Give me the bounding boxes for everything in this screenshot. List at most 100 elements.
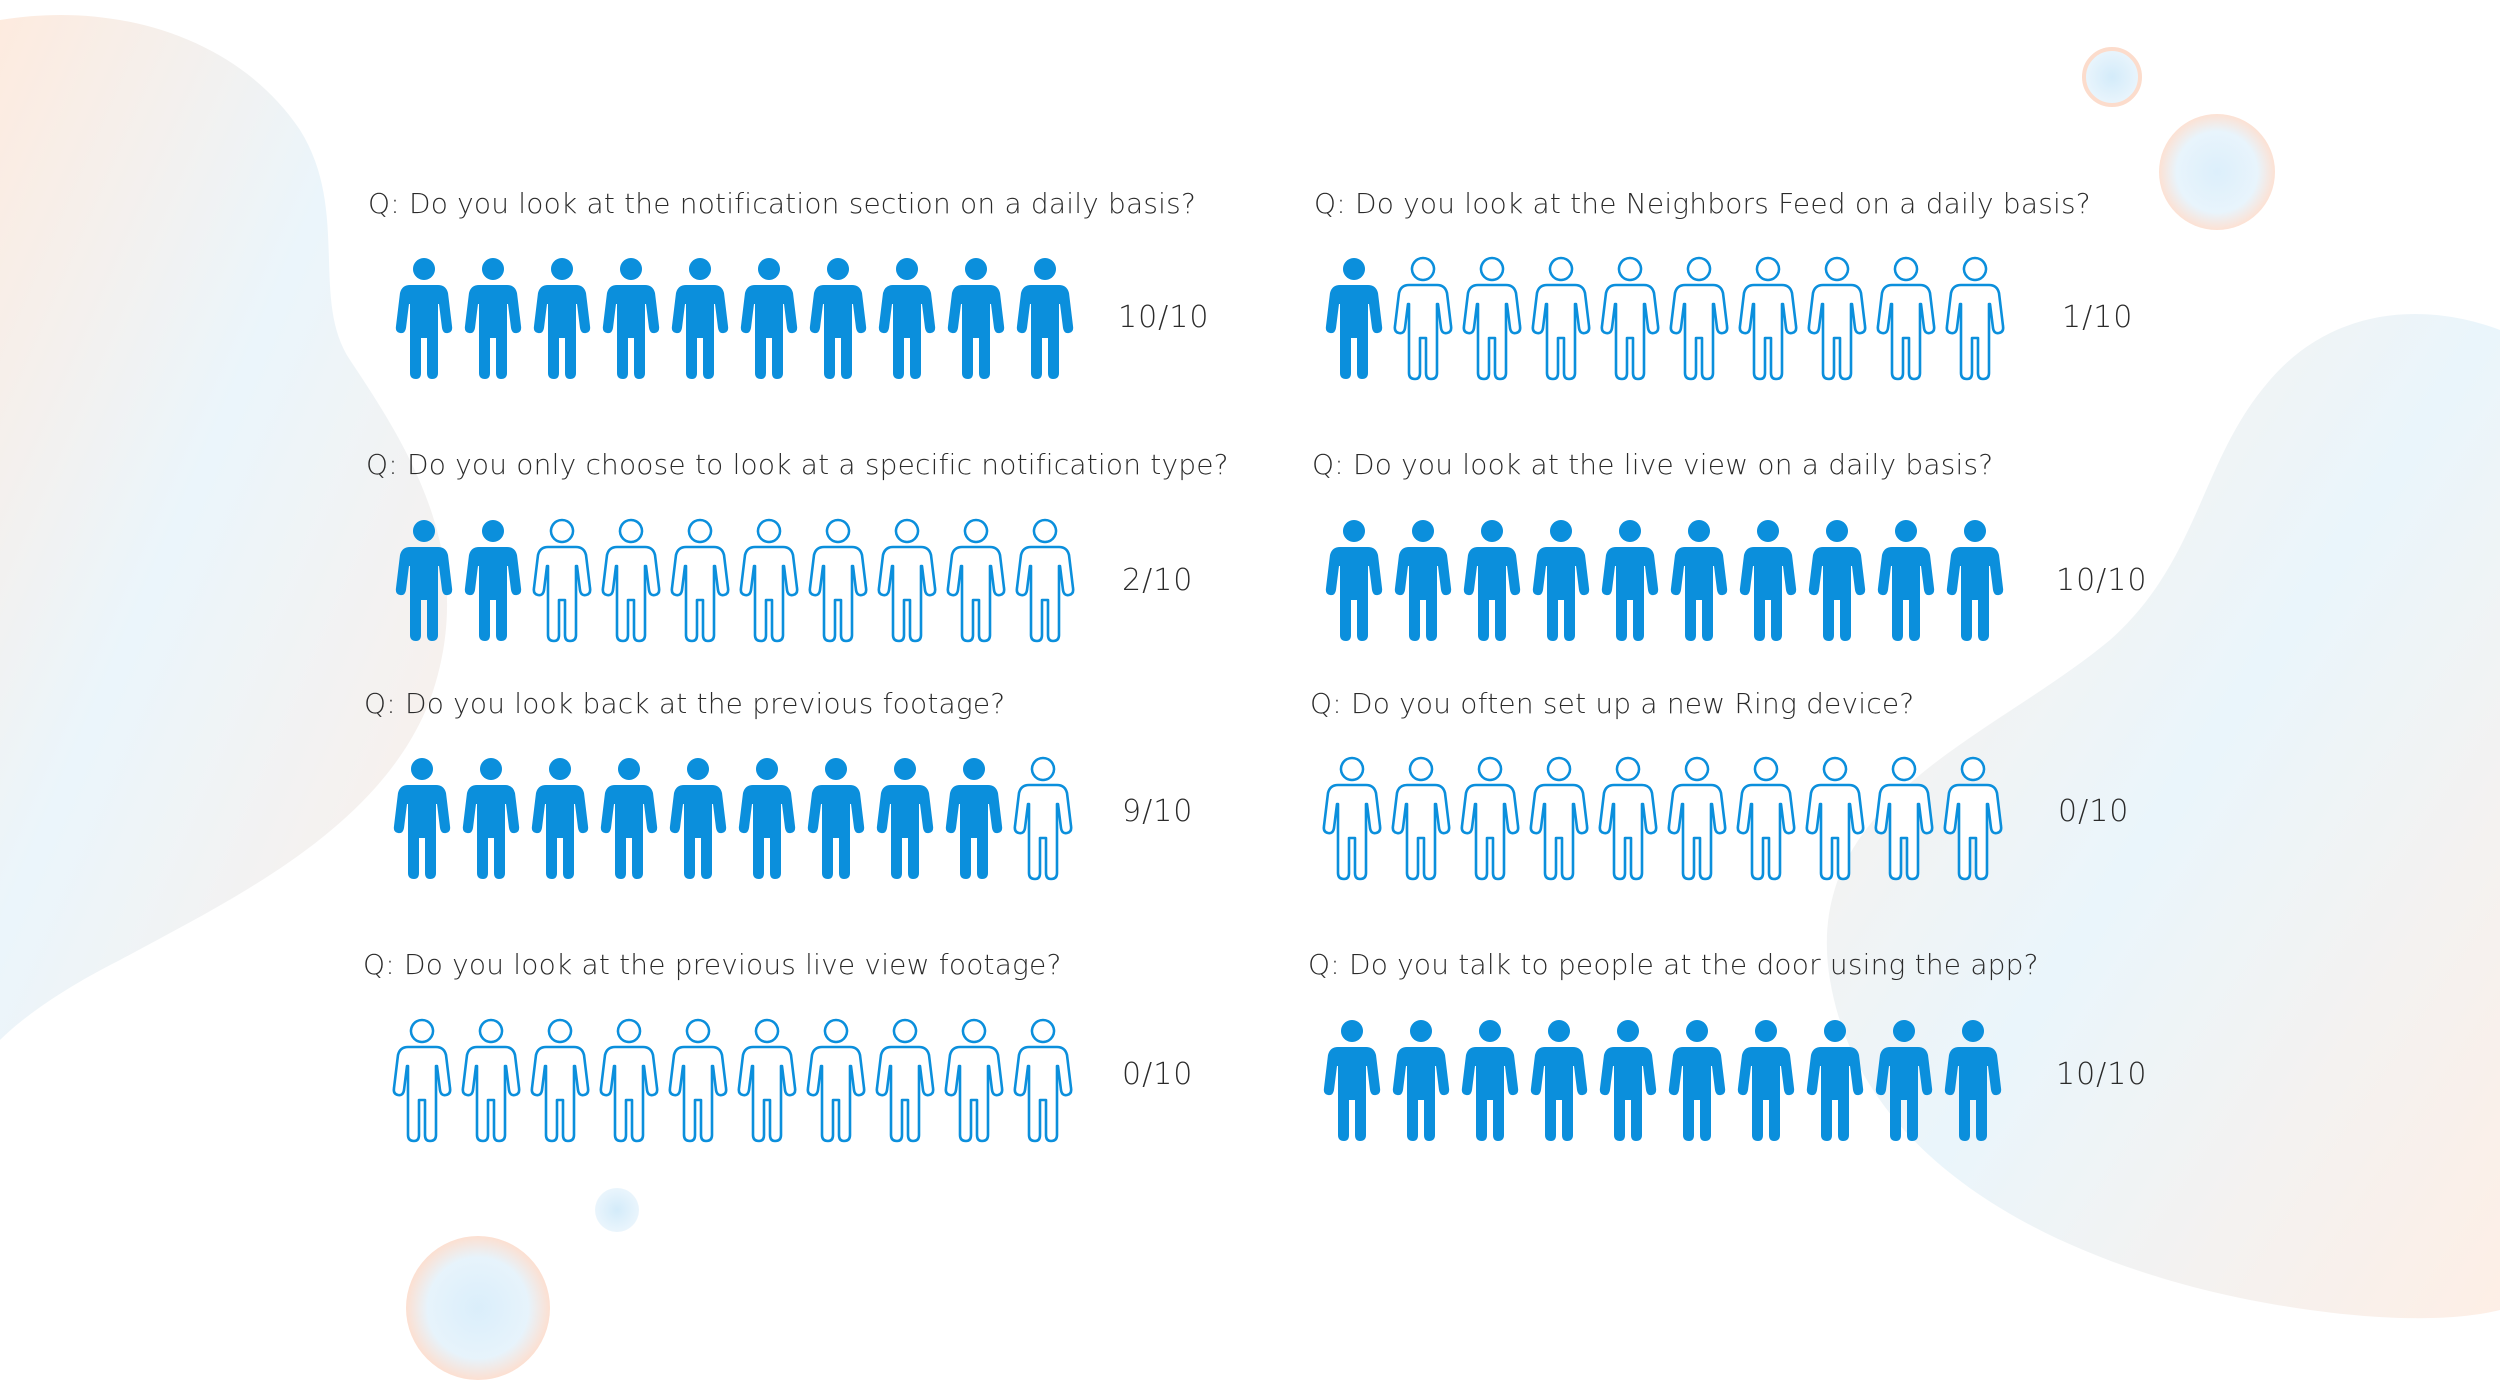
pictogram-row bbox=[1320, 1017, 2005, 1145]
outline-person-icon bbox=[1531, 256, 1591, 381]
filled-person-icon bbox=[1325, 520, 1383, 641]
pictogram-row bbox=[390, 1017, 1075, 1145]
outline-person-icon bbox=[1322, 756, 1382, 881]
filled-person-icon bbox=[1670, 520, 1728, 641]
left-background-blob bbox=[0, 14, 448, 1040]
outline-person-icon bbox=[944, 1018, 1004, 1143]
pictogram-svg bbox=[395, 518, 1075, 643]
outline-person-icon bbox=[1876, 256, 1936, 381]
pictogram-row bbox=[392, 255, 1077, 383]
filled-person-icon bbox=[1461, 1020, 1519, 1141]
filled-person-icon bbox=[809, 258, 867, 379]
score-label: 9/10 bbox=[1122, 794, 1194, 829]
score-label: 0/10 bbox=[1122, 1057, 1194, 1092]
filled-person-icon bbox=[600, 758, 658, 879]
bubble-decoration bbox=[406, 1236, 550, 1380]
filled-person-icon bbox=[464, 520, 522, 641]
outline-person-icon bbox=[1600, 256, 1660, 381]
outline-person-icon bbox=[946, 518, 1006, 643]
filled-person-icon bbox=[1016, 258, 1074, 379]
pictogram-svg bbox=[1325, 256, 2005, 381]
filled-person-icon bbox=[1668, 1020, 1726, 1141]
pictogram-row bbox=[1320, 755, 2005, 883]
outline-person-icon bbox=[532, 518, 592, 643]
filled-person-icon bbox=[1325, 258, 1383, 379]
filled-person-icon bbox=[395, 258, 453, 379]
filled-person-icon bbox=[876, 758, 934, 879]
filled-person-icon bbox=[1944, 1020, 2002, 1141]
score-label: 10/10 bbox=[1118, 300, 1210, 335]
pictogram-svg bbox=[393, 756, 1073, 881]
outline-person-icon bbox=[1807, 256, 1867, 381]
outline-person-icon bbox=[877, 518, 937, 643]
filled-person-icon bbox=[1599, 1020, 1657, 1141]
outline-person-icon bbox=[1529, 756, 1589, 881]
score-label: 10/10 bbox=[2056, 563, 2148, 598]
score-label: 0/10 bbox=[2058, 794, 2130, 829]
outline-person-icon bbox=[875, 1018, 935, 1143]
outline-person-icon bbox=[461, 1018, 521, 1143]
bubble-decoration bbox=[2082, 47, 2142, 107]
outline-person-icon bbox=[1736, 756, 1796, 881]
score-label: 1/10 bbox=[2062, 300, 2134, 335]
filled-person-icon bbox=[1532, 520, 1590, 641]
filled-person-icon bbox=[1737, 1020, 1795, 1141]
outline-person-icon bbox=[530, 1018, 590, 1143]
filled-person-icon bbox=[945, 758, 1003, 879]
bubble-decoration bbox=[595, 1188, 639, 1232]
filled-person-icon bbox=[807, 758, 865, 879]
filled-person-icon bbox=[602, 258, 660, 379]
outline-person-icon bbox=[1462, 256, 1522, 381]
filled-person-icon bbox=[1877, 520, 1935, 641]
filled-person-icon bbox=[740, 258, 798, 379]
outline-person-icon bbox=[1943, 756, 2003, 881]
question-label: Q: Do you look back at the previous foot… bbox=[364, 687, 1006, 720]
outline-person-icon bbox=[806, 1018, 866, 1143]
outline-person-icon bbox=[739, 518, 799, 643]
filled-person-icon bbox=[738, 758, 796, 879]
score-label: 2/10 bbox=[1122, 563, 1194, 598]
outline-person-icon bbox=[1805, 756, 1865, 881]
outline-person-icon bbox=[599, 1018, 659, 1143]
pictogram-row bbox=[1322, 255, 2007, 383]
question-label: Q: Do you look at the live view on a dai… bbox=[1312, 448, 1994, 481]
filled-person-icon bbox=[1530, 1020, 1588, 1141]
filled-person-icon bbox=[671, 258, 729, 379]
filled-person-icon bbox=[669, 758, 727, 879]
outline-person-icon bbox=[808, 518, 868, 643]
filled-person-icon bbox=[1394, 520, 1452, 641]
filled-person-icon bbox=[1806, 1020, 1864, 1141]
outline-person-icon bbox=[1391, 756, 1451, 881]
question-label: Q: Do you often set up a new Ring device… bbox=[1310, 687, 1915, 720]
outline-person-icon bbox=[668, 1018, 728, 1143]
filled-person-icon bbox=[1875, 1020, 1933, 1141]
outline-person-icon bbox=[1393, 256, 1453, 381]
outline-person-icon bbox=[1738, 256, 1798, 381]
pictogram-row bbox=[390, 755, 1075, 883]
outline-person-icon bbox=[1013, 1018, 1073, 1143]
pictogram-svg bbox=[392, 1018, 1073, 1143]
score-label: 10/10 bbox=[2056, 1057, 2148, 1092]
filled-person-icon bbox=[1392, 1020, 1450, 1141]
bubble-decoration bbox=[2159, 114, 2275, 230]
pictogram-svg bbox=[1322, 756, 2003, 881]
filled-person-icon bbox=[462, 758, 520, 879]
outline-person-icon bbox=[1669, 256, 1729, 381]
pictogram-svg bbox=[1325, 520, 2004, 641]
filled-person-icon bbox=[1463, 520, 1521, 641]
outline-person-icon bbox=[1598, 756, 1658, 881]
question-label: Q: Do you look at the notification secti… bbox=[368, 187, 1197, 220]
filled-person-icon bbox=[395, 520, 453, 641]
outline-person-icon bbox=[601, 518, 661, 643]
pictogram-row bbox=[392, 517, 1077, 645]
pictogram-svg bbox=[1323, 1020, 2002, 1141]
filled-person-icon bbox=[464, 258, 522, 379]
filled-person-icon bbox=[947, 258, 1005, 379]
outline-person-icon bbox=[1460, 756, 1520, 881]
question-label: Q: Do you only choose to look at a speci… bbox=[366, 448, 1229, 481]
pictogram-svg bbox=[395, 258, 1074, 379]
outline-person-icon bbox=[1013, 756, 1073, 881]
filled-person-icon bbox=[531, 758, 589, 879]
filled-person-icon bbox=[878, 258, 936, 379]
filled-person-icon bbox=[1739, 520, 1797, 641]
